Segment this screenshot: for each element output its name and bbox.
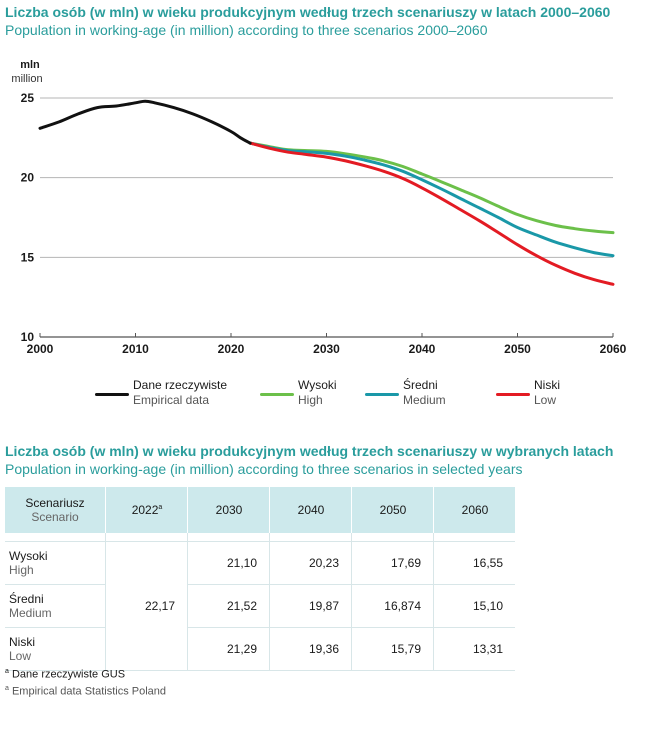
legend-item-high: Wysoki High [260,378,337,408]
legend-label-pl: Średni [403,378,438,392]
table-cell: 21,52 [187,584,270,628]
y-tick-label: 15 [21,250,35,264]
row-label-pl: Niski [9,635,35,649]
footnote-mark: a [5,668,9,675]
row-label-pl: Wysoki [9,549,48,563]
legend-swatch-high [260,393,294,396]
table-row-medium: Średni Medium 21,52 19,87 16,874 15,10 [5,584,515,628]
row-label: Wysoki High [5,541,106,585]
header-scenario: Scenariusz Scenario [5,487,106,533]
footnote-mark: a [5,685,9,692]
scenario-table: Scenariusz Scenario 2022a 2030 2040 2050… [5,487,515,671]
legend-item-empirical: Dane rzeczywiste Empirical data [95,378,227,408]
y-axis-label-en: million [11,73,42,85]
x-tick-label: 2030 [313,342,340,356]
table-cell: 17,69 [351,541,434,585]
series-line-high [248,141,615,235]
x-tick-label: 2060 [600,342,627,356]
table-row-high: Wysoki High 22,17 21,10 20,23 17,69 16,5… [5,541,515,671]
footnote-en: a Empirical data Statistics Poland [5,685,166,698]
legend-label-en: High [298,393,323,407]
header-scenario-pl: Scenariusz [25,496,85,510]
table-title-pl: Liczba osób (w mln) w wieku produkcyjnym… [5,443,614,459]
legend-label-en: Empirical data [133,393,210,407]
chart-title-en: Population in working-age (in million) a… [5,22,488,38]
table-header-row: Scenariusz Scenario 2022a 2030 2040 2050… [5,487,515,533]
legend-item-low: Niski Low [496,378,560,408]
row-label-en: Low [9,649,32,663]
row-label-en: High [9,563,34,577]
x-tick-label: 2010 [122,342,149,356]
y-axis-label-pl: mln [20,59,40,71]
table-row-low: Niski Low 21,29 19,36 15,79 13,31 [5,627,515,671]
table-cell: 20,23 [269,541,352,585]
y-tick-label: 20 [21,171,35,185]
legend-swatch-low [496,393,530,396]
header-year-2022: 2022 [131,503,159,517]
row-label-en: Medium [9,606,52,620]
header-year: 2030 [187,487,270,533]
table-cell: 15,79 [351,627,434,671]
header-year: 2022a [105,487,188,533]
table-cell: 21,29 [187,627,270,671]
table-title-en: Population in working-age (in million) a… [5,461,523,477]
legend-label-en: Low [534,393,557,407]
legend-swatch-medium [365,393,399,396]
series-line-medium [248,141,615,258]
legend-swatch-empirical [95,393,129,396]
series-line-low [248,141,615,286]
table-cell: 19,36 [269,627,352,671]
header-year: 2060 [433,487,515,533]
y-tick-label: 25 [21,91,35,105]
legend-label-pl: Wysoki [298,378,337,392]
x-tick-label: 2050 [504,342,531,356]
header-year: 2040 [269,487,352,533]
legend-label-pl: Niski [534,378,560,392]
footnote-pl: a Dane rzeczywiste GUS [5,668,125,681]
table-cell: 16,55 [433,541,515,585]
header-scenario-en: Scenario [31,510,79,524]
table-cell: 16,874 [351,584,434,628]
chart-title-pl: Liczba osób (w mln) w wieku produkcyjnym… [5,4,611,20]
x-tick-label: 2020 [218,342,245,356]
table-cell: 15,10 [433,584,515,628]
table-cell: 21,10 [187,541,270,585]
row-label-pl: Średni [9,592,44,606]
x-tick-label: 2000 [27,342,54,356]
legend-label-en: Medium [403,393,446,407]
x-tick-label: 2040 [409,342,436,356]
table-cell: 13,31 [433,627,515,671]
y-tick-label: 10 [21,330,35,344]
footnote-pl-text: Dane rzeczywiste GUS [11,668,126,681]
row-label: Średni Medium [5,584,106,628]
cell-2022: 22,17 [105,541,188,671]
footnote-ref: a [158,504,163,511]
series-line-empirical-data [38,99,252,145]
table-spacer-row [5,533,515,542]
legend-item-medium: Średni Medium [365,378,446,408]
legend-label-pl: Dane rzeczywiste [133,378,228,392]
footnote-en-text: Empirical data Statistics Poland [11,685,167,698]
header-year: 2050 [351,487,434,533]
row-label: Niski Low [5,627,106,671]
table-cell: 19,87 [269,584,352,628]
